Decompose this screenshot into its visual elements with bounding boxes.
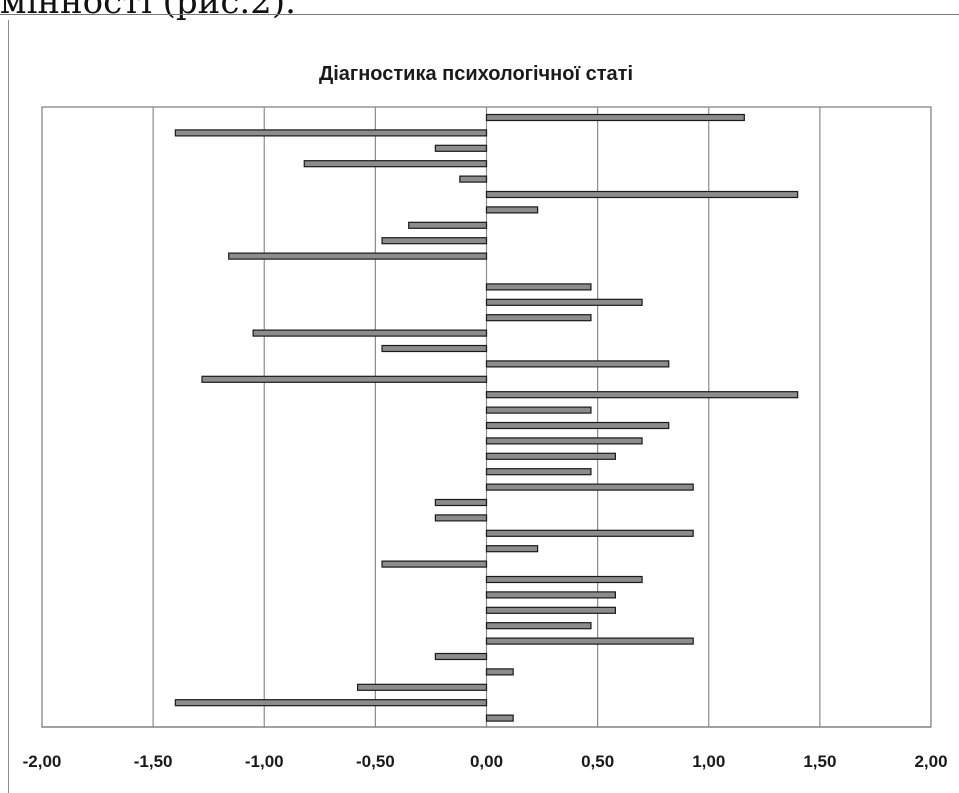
- bar: [356, 683, 488, 691]
- top-rule: [0, 14, 959, 15]
- bar: [485, 113, 745, 122]
- bar: [485, 714, 514, 722]
- x-tick-label: 0,50: [581, 752, 614, 771]
- bar: [174, 699, 488, 707]
- bar: [201, 375, 488, 383]
- page-text-fragment: мінності (рис.2).: [0, 0, 296, 22]
- x-axis: -2,00 -1,50 -1,00 -0,50 0,00 0,50 1,00 1,50 2,00: [23, 726, 948, 771]
- bar: [485, 637, 694, 645]
- x-tick-label: -2,00: [23, 752, 62, 771]
- bar: [485, 190, 799, 199]
- x-tick-label: 1,50: [803, 752, 836, 771]
- bar: [485, 206, 539, 214]
- bar: [174, 129, 488, 137]
- bar: [485, 283, 592, 291]
- bar: [485, 545, 539, 553]
- x-tick-label: -0,50: [356, 752, 395, 771]
- bar: [485, 575, 643, 584]
- bar: [408, 221, 488, 229]
- bar: [485, 668, 514, 676]
- bar: [381, 237, 488, 245]
- bar: [485, 529, 694, 537]
- bar: [434, 498, 488, 507]
- x-tick-label: 0,00: [470, 752, 503, 771]
- bar: [459, 175, 488, 183]
- bar-chart: Діагностика психологічної статі -2,00 -1,…: [23, 63, 948, 771]
- bar: [485, 483, 694, 491]
- bar: [228, 252, 488, 260]
- bar: [434, 652, 488, 661]
- gridlines: [41, 106, 932, 728]
- chart-title: Діагностика психологічної статі: [319, 63, 633, 85]
- bar: [485, 437, 643, 445]
- bar: [381, 560, 488, 568]
- bar: [434, 514, 488, 522]
- bars: [174, 113, 799, 722]
- bar: [485, 298, 643, 306]
- bar: [485, 421, 670, 430]
- bar: [485, 468, 592, 476]
- bar: [485, 391, 799, 399]
- bar: [252, 329, 488, 337]
- bar: [485, 360, 670, 368]
- bar: [485, 406, 592, 414]
- bar: [485, 606, 617, 614]
- bar: [303, 160, 488, 168]
- x-tick-label: -1,00: [245, 752, 284, 771]
- bar: [485, 591, 617, 599]
- x-tick-label: 2,00: [914, 752, 947, 771]
- x-tick-label: -1,50: [134, 752, 173, 771]
- bar: [381, 344, 488, 353]
- bar: [434, 144, 488, 152]
- bar: [485, 314, 592, 322]
- x-tick-label: 1,00: [692, 752, 725, 771]
- bar: [485, 622, 592, 630]
- chart-frame: Діагностика психологічної статі -2,00 -1,…: [8, 20, 959, 793]
- bar: [485, 452, 617, 460]
